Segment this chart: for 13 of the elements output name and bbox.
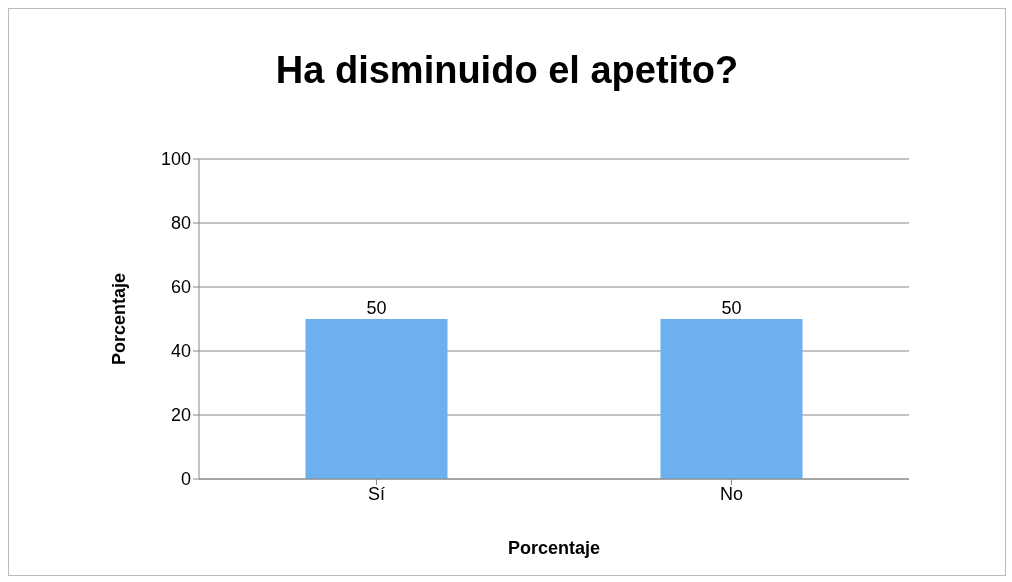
y-tick-label: 60 [170, 277, 191, 298]
data-label: 50 [366, 298, 387, 318]
x-tick-label: Sí [367, 483, 386, 504]
y-tick-label: 80 [170, 213, 191, 234]
chart-title: Ha disminuido el apetito? [274, 49, 740, 92]
data-label: 50 [721, 298, 742, 318]
y-tick-label: 40 [170, 341, 191, 362]
y-tick-label: 0 [180, 469, 191, 490]
x-axis-title: Porcentaje [507, 538, 601, 558]
x-tick-label: No [719, 483, 744, 504]
y-tick-label: 20 [170, 405, 191, 426]
y-axis-title: Porcentaje [109, 272, 130, 366]
y-tick-label: 100 [160, 149, 191, 170]
